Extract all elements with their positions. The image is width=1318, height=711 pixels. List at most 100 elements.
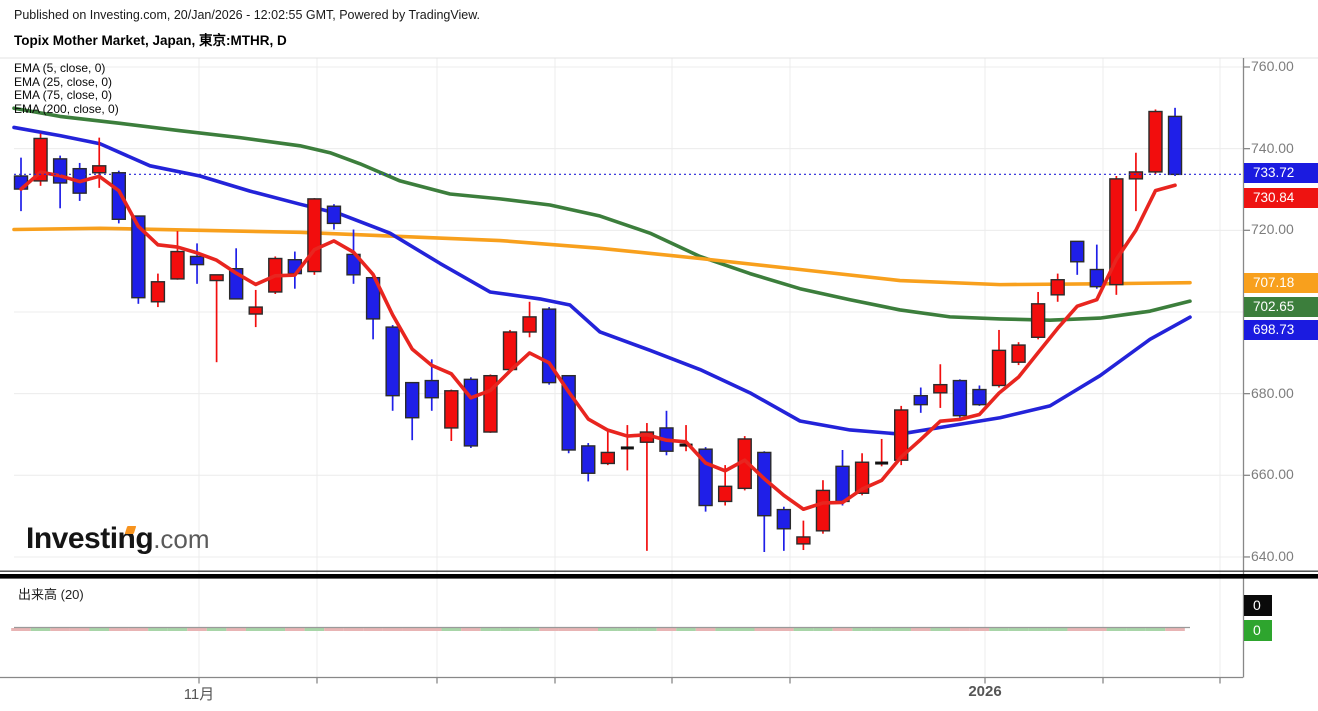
volume-bar <box>813 628 833 631</box>
candle-body <box>444 390 459 429</box>
doji-dash <box>679 443 693 447</box>
candle-body <box>326 205 342 225</box>
volume-bar <box>910 628 931 631</box>
volume-bar <box>1067 628 1088 631</box>
volume-bar <box>324 628 344 631</box>
ema75-line <box>12 226 1192 287</box>
candle-body <box>248 306 263 315</box>
volume-bar <box>558 628 579 631</box>
price-value-label: 733.72 <box>1244 163 1318 183</box>
ema25-line <box>12 125 1192 436</box>
price-value-label: 707.18 <box>1244 273 1318 293</box>
candle-body <box>1070 240 1085 263</box>
volume-bar <box>382 628 403 631</box>
candle-body <box>933 383 948 394</box>
candle-body <box>796 536 811 545</box>
candle-body <box>463 378 479 447</box>
candle-body <box>1148 110 1163 173</box>
volume-bar <box>402 628 422 631</box>
price-tick-label: 720.00 <box>1251 221 1294 238</box>
volume-bar <box>676 628 696 631</box>
time-tick-label: 2026 <box>968 683 1002 700</box>
candle-body <box>1030 303 1046 338</box>
volume-bar <box>441 628 462 631</box>
volume-bar <box>1087 628 1107 631</box>
volume-bar <box>1106 628 1127 631</box>
volume-bar <box>304 628 325 631</box>
candle-body <box>385 326 400 397</box>
volume-bar <box>11 628 31 631</box>
volume-value-label: 0 <box>1244 620 1272 641</box>
candle-body <box>111 172 127 220</box>
volume-bar <box>265 628 286 631</box>
chart-title: Topix Mother Market, Japan, 東京:MTHR, D <box>14 33 287 48</box>
ema-legend-item: EMA (5, close, 0) <box>14 61 106 75</box>
volume-bar <box>245 628 266 631</box>
ema-legend: EMA (5, close, 0) EMA (25, close, 0) EMA (… <box>14 61 119 116</box>
candle-body <box>1167 115 1183 176</box>
volume-bar <box>500 628 520 631</box>
price-tick-label: 760.00 <box>1251 58 1294 74</box>
logo-suffix: .com <box>153 524 210 554</box>
volume-bar <box>480 628 501 631</box>
volume-bar <box>519 628 540 631</box>
candle-body <box>522 316 537 333</box>
volume-bar <box>578 628 599 631</box>
time-tick-label: 11月 <box>183 686 215 703</box>
candle-body <box>717 485 733 503</box>
volume-bar <box>30 628 51 631</box>
volume-bar <box>1028 628 1048 631</box>
candle-body <box>991 349 1007 387</box>
volume-bar <box>1008 628 1029 631</box>
volume-bar <box>421 628 442 631</box>
volume-indicator-label: 出来高 (20) <box>18 587 84 602</box>
candle-body <box>835 465 850 503</box>
volume-bar <box>50 628 70 631</box>
volume-bar <box>1047 628 1068 631</box>
volume-bar <box>637 628 657 631</box>
volume-bar <box>950 628 970 631</box>
volume-bar <box>187 628 207 631</box>
candle-body <box>1128 171 1144 180</box>
volume-bar <box>832 628 853 631</box>
price-tick-label: 660.00 <box>1251 466 1294 483</box>
volume-bar <box>343 628 364 631</box>
volume-bar <box>715 628 735 631</box>
volume-bar <box>754 628 775 631</box>
ema-legend-item: EMA (75, close, 0) <box>14 88 113 103</box>
volume-bar <box>774 628 794 631</box>
volume-bar <box>598 628 618 631</box>
doji-dash <box>620 446 634 450</box>
volume-bar <box>226 628 246 631</box>
candle-body <box>541 308 557 384</box>
ema-legend-item: EMA (200, close, 0) <box>14 101 119 116</box>
volume-bar <box>871 628 892 631</box>
pane-separator-thin <box>0 570 1318 572</box>
volume-bar <box>852 628 872 631</box>
candle-body <box>913 394 928 406</box>
price-tick-label: 680.00 <box>1251 384 1294 401</box>
volume-bar <box>1145 628 1166 631</box>
volume-bar <box>1165 628 1185 631</box>
price-value-label: 698.73 <box>1244 320 1318 340</box>
candle-body <box>405 381 420 419</box>
volume-bar <box>989 628 1009 631</box>
candle-body <box>502 331 518 371</box>
volume-bar <box>617 628 638 631</box>
candle-body <box>131 215 146 299</box>
candle-body <box>170 250 185 280</box>
candle-body <box>92 165 107 174</box>
volume-bar <box>930 628 951 631</box>
ema-legend-item: EMA (25, close, 0) <box>14 74 113 89</box>
candle-body <box>52 158 68 184</box>
candle-body <box>894 409 909 461</box>
ema5-line <box>19 170 1177 512</box>
price-value-label: 702.65 <box>1244 297 1318 317</box>
volume-bar <box>206 628 227 631</box>
volume-bar <box>969 628 990 631</box>
volume-bar <box>891 628 911 631</box>
volume-bar <box>656 628 677 631</box>
volume-bar <box>734 628 755 631</box>
